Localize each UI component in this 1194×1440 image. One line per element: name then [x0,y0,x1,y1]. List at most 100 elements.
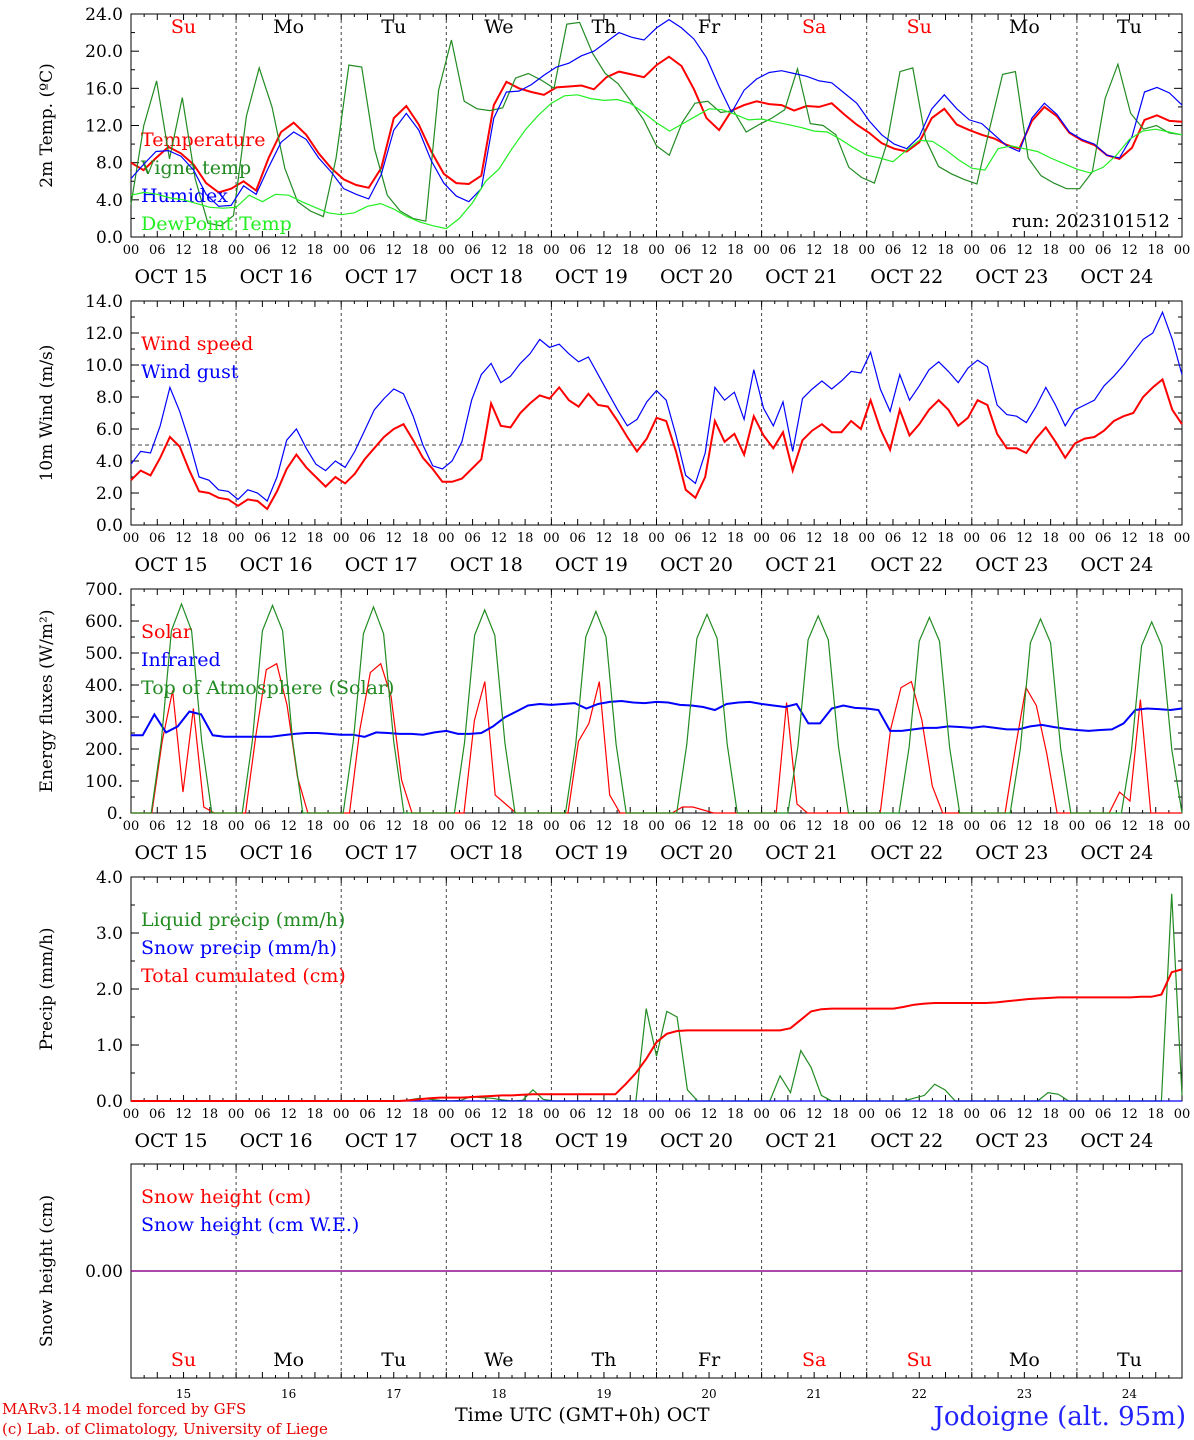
hour-tick-label: 00 [438,531,455,546]
hour-tick-label: 06 [885,243,902,258]
hour-tick-label: 12 [385,819,402,834]
hour-tick-label: 06 [464,1107,481,1122]
hour-tick-label: 18 [727,243,744,258]
legend-entry: Snow height (cm) [141,1186,311,1208]
hour-tick-label: 00 [858,531,875,546]
hour-tick-label: 18 [832,819,849,834]
series-line [130,377,1183,511]
hour-tick-label: 18 [622,243,639,258]
y-tick-label: 16.0 [85,79,123,99]
series-line [131,968,1183,1102]
hour-tick-label: 06 [569,819,586,834]
hour-tick-label: 18 [937,243,954,258]
y-tick-label: 2.0 [96,484,123,504]
hour-tick-label: 00 [228,1107,245,1122]
hour-tick-label: 00 [1069,243,1086,258]
hour-tick-label: 00 [858,243,875,258]
hour-tick-label: 00 [1069,1107,1086,1122]
hour-tick-label: 18 [412,243,429,258]
hour-tick-label: 06 [990,243,1007,258]
y-tick-label: 0.00 [85,1262,123,1282]
hour-tick-label: 12 [911,1107,928,1122]
y-axis-label: Precip (mm/h) [37,927,57,1050]
hour-tick-label: 12 [175,531,192,546]
hour-tick-label: 18 [1147,243,1164,258]
date-label: OCT 16 [240,1130,313,1152]
hour-tick-label: 18 [1042,819,1059,834]
y-tick-label: 4.0 [96,868,123,888]
hour-tick-label: 00 [543,819,560,834]
hour-tick-label: 06 [149,819,166,834]
hour-tick-label: 12 [596,531,613,546]
hour-tick-label: 00 [543,1107,560,1122]
day-number-label: 17 [386,1387,401,1401]
hour-tick-label: 00 [123,243,140,258]
hour-tick-label: 12 [806,819,823,834]
hour-tick-label: 00 [333,243,350,258]
y-tick-label: 8.0 [96,154,123,174]
hour-tick-label: 06 [990,531,1007,546]
hour-tick-label: 06 [359,531,376,546]
weekday-label: Mo [1009,16,1040,38]
hour-tick-label: 18 [307,1107,324,1122]
hour-tick-label: 12 [491,531,508,546]
hour-tick-label: 06 [885,531,902,546]
hour-tick-label: 18 [832,531,849,546]
y-tick-label: 500. [85,644,123,664]
weekday-label: Mo [273,1349,304,1371]
legend-entry: Vigne temp [140,157,251,179]
date-label: OCT 15 [134,266,207,288]
date-label: OCT 23 [975,266,1048,288]
date-label: OCT 15 [134,1130,207,1152]
y-tick-label: 0.0 [96,1092,123,1112]
hour-tick-label: 12 [1121,243,1138,258]
hour-tick-label: 18 [937,531,954,546]
hour-tick-label: 12 [175,819,192,834]
hour-tick-label: 12 [385,531,402,546]
hour-tick-label: 06 [359,819,376,834]
hour-tick-label: 06 [885,1107,902,1122]
hour-tick-label: 12 [596,243,613,258]
hour-tick-label: 18 [727,531,744,546]
date-label: OCT 15 [134,842,207,864]
hour-tick-label: 06 [1095,1107,1112,1122]
y-tick-label: 300. [85,708,123,728]
weekday-label: Su [171,1349,196,1371]
hour-tick-label: 06 [885,819,902,834]
date-label: OCT 23 [975,554,1048,576]
y-tick-label: 14.0 [85,292,123,312]
y-tick-label: 400. [85,676,123,696]
hour-tick-label: 00 [964,531,981,546]
weekday-label: Tu [1117,16,1142,38]
weekday-label: Su [171,16,196,38]
hour-tick-label: 12 [385,243,402,258]
hour-tick-label: 12 [1016,1107,1033,1122]
hour-tick-label: 12 [280,243,297,258]
date-label: OCT 22 [870,1130,943,1152]
hour-tick-label: 00 [753,531,770,546]
hour-tick-label: 18 [517,531,534,546]
date-label: OCT 22 [870,554,943,576]
weekday-label: Su [907,1349,932,1371]
day-number-label: 18 [491,1387,506,1401]
weekday-label: Th [591,1349,616,1371]
date-label: OCT 18 [450,1130,523,1152]
hour-tick-label: 06 [990,819,1007,834]
date-label: OCT 19 [555,554,628,576]
y-tick-label: 12.0 [85,117,123,137]
hour-tick-label: 18 [307,243,324,258]
run-label: run: 2023101512 [1012,211,1170,232]
hour-tick-label: 06 [990,1107,1007,1122]
hour-tick-label: 00 [1069,819,1086,834]
hour-tick-label: 12 [806,1107,823,1122]
date-label: OCT 17 [345,554,418,576]
hour-tick-label: 00 [333,531,350,546]
hour-tick-label: 18 [202,243,219,258]
weekday-label: Mo [1009,1349,1040,1371]
legend-entry: Wind gust [141,361,239,383]
hour-tick-label: 06 [149,1107,166,1122]
hour-tick-label: 12 [701,1107,718,1122]
hour-tick-label: 12 [280,531,297,546]
hour-tick-label: 18 [412,1107,429,1122]
